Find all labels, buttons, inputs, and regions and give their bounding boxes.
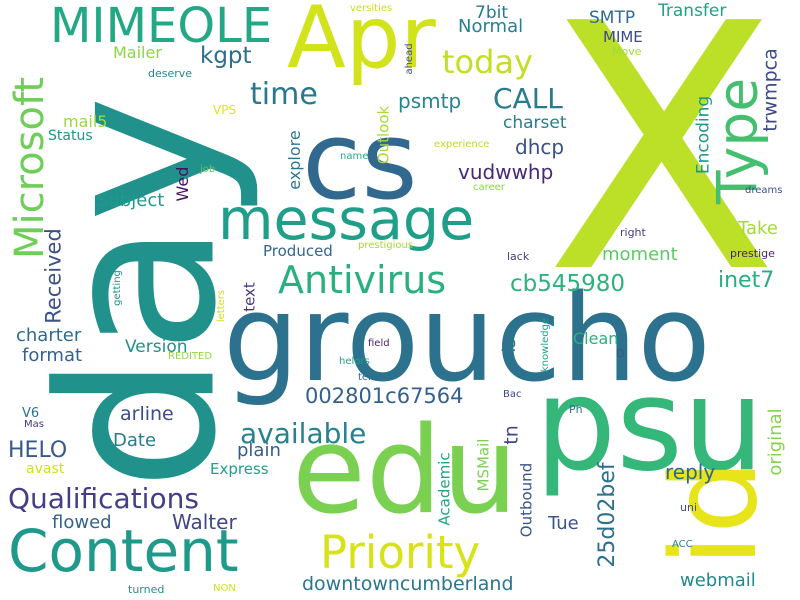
word: inet7 xyxy=(718,268,775,293)
word: D xyxy=(616,347,625,360)
word: original xyxy=(765,408,786,476)
word: Subject xyxy=(97,190,165,211)
word: uni xyxy=(680,501,697,514)
word: deserve xyxy=(148,67,193,80)
word: moment xyxy=(602,244,678,265)
word: ters xyxy=(358,372,378,383)
word: getting xyxy=(112,270,123,306)
word: Antivirus xyxy=(278,258,447,302)
word: Qualifications xyxy=(8,482,199,515)
word: career xyxy=(473,182,505,193)
word: Wed xyxy=(173,166,192,202)
word: text xyxy=(240,282,259,312)
word: CALL xyxy=(493,82,563,115)
word: Ph xyxy=(569,403,583,416)
word: Priority xyxy=(320,526,481,579)
word: right xyxy=(620,226,646,239)
word: Received xyxy=(41,228,66,324)
word: Walter xyxy=(172,510,237,534)
word: helors xyxy=(339,356,370,367)
word: MIMEOLE xyxy=(50,0,273,54)
word: message xyxy=(218,187,475,253)
word: REDITED xyxy=(168,351,213,362)
word: SMTP xyxy=(589,8,636,28)
word: Bac xyxy=(503,389,522,400)
word: MIME xyxy=(603,28,643,46)
word: VPS xyxy=(213,103,237,117)
word: X xyxy=(545,0,778,348)
word: edu xyxy=(292,402,519,541)
word: lack xyxy=(507,250,530,263)
word: reply xyxy=(665,460,716,484)
word: arline xyxy=(120,403,174,425)
word: Move xyxy=(612,45,642,58)
word: ACC xyxy=(672,539,693,550)
word: field xyxy=(368,338,390,349)
word: today xyxy=(442,43,533,81)
word: explore xyxy=(285,130,304,190)
word: job xyxy=(200,164,216,175)
word: psu xyxy=(535,351,765,500)
word: prestige xyxy=(730,247,775,260)
word: plain xyxy=(237,440,281,461)
word: Normal xyxy=(458,16,524,37)
word: available xyxy=(240,417,367,450)
word: prestigious xyxy=(358,240,414,251)
word: Version xyxy=(125,337,188,357)
word: Status xyxy=(48,128,93,144)
word: cb545980 xyxy=(510,271,626,297)
word: Outbound xyxy=(517,462,536,538)
word: Apr xyxy=(287,0,436,88)
word: psmtp xyxy=(398,89,462,113)
word: dreams xyxy=(745,185,783,196)
word: 002801c67564 xyxy=(305,384,464,408)
word: cs xyxy=(302,99,418,224)
word: webmail xyxy=(680,570,756,591)
word: HELO xyxy=(8,438,68,463)
word: Express xyxy=(210,460,269,478)
word: NON xyxy=(213,583,236,594)
word: avast xyxy=(26,461,65,477)
word: flowed xyxy=(52,512,112,533)
word: turned xyxy=(128,583,165,596)
word: versities xyxy=(350,3,393,14)
word: charset xyxy=(503,113,567,133)
word: Transfer xyxy=(658,1,727,21)
word: Produced xyxy=(263,242,333,260)
word: kgpt xyxy=(200,43,252,69)
word: Content xyxy=(8,517,239,585)
word: tn xyxy=(500,425,523,445)
word: charter xyxy=(16,325,82,346)
word: Mas xyxy=(24,419,44,430)
word: ahead xyxy=(404,43,415,75)
word: 25d02bef xyxy=(595,462,620,568)
word: time xyxy=(250,77,318,112)
word: 7bit xyxy=(475,3,508,23)
word: Date xyxy=(113,430,157,451)
word: trwmpca xyxy=(759,48,782,132)
word: Clean xyxy=(573,329,619,348)
word: Mailer xyxy=(113,43,162,62)
word: Outlook xyxy=(374,105,393,165)
word: dhcp xyxy=(515,135,565,159)
word: name xyxy=(340,151,369,162)
word: experience xyxy=(434,139,490,150)
word: V6 xyxy=(22,406,40,421)
word: format xyxy=(22,345,83,366)
word: MSMail xyxy=(474,438,493,492)
word: downtowncumberland xyxy=(302,573,514,595)
word: iso xyxy=(499,327,520,353)
word: vudwwhp xyxy=(458,160,554,184)
word: groucho xyxy=(223,270,711,409)
word: Take xyxy=(738,218,778,239)
word: letters xyxy=(216,289,227,323)
word: Academic xyxy=(435,452,454,526)
word: Encoding xyxy=(693,95,714,175)
word: knowledge xyxy=(540,317,551,373)
word: mail5 xyxy=(63,112,108,131)
word: Tue xyxy=(548,513,579,534)
